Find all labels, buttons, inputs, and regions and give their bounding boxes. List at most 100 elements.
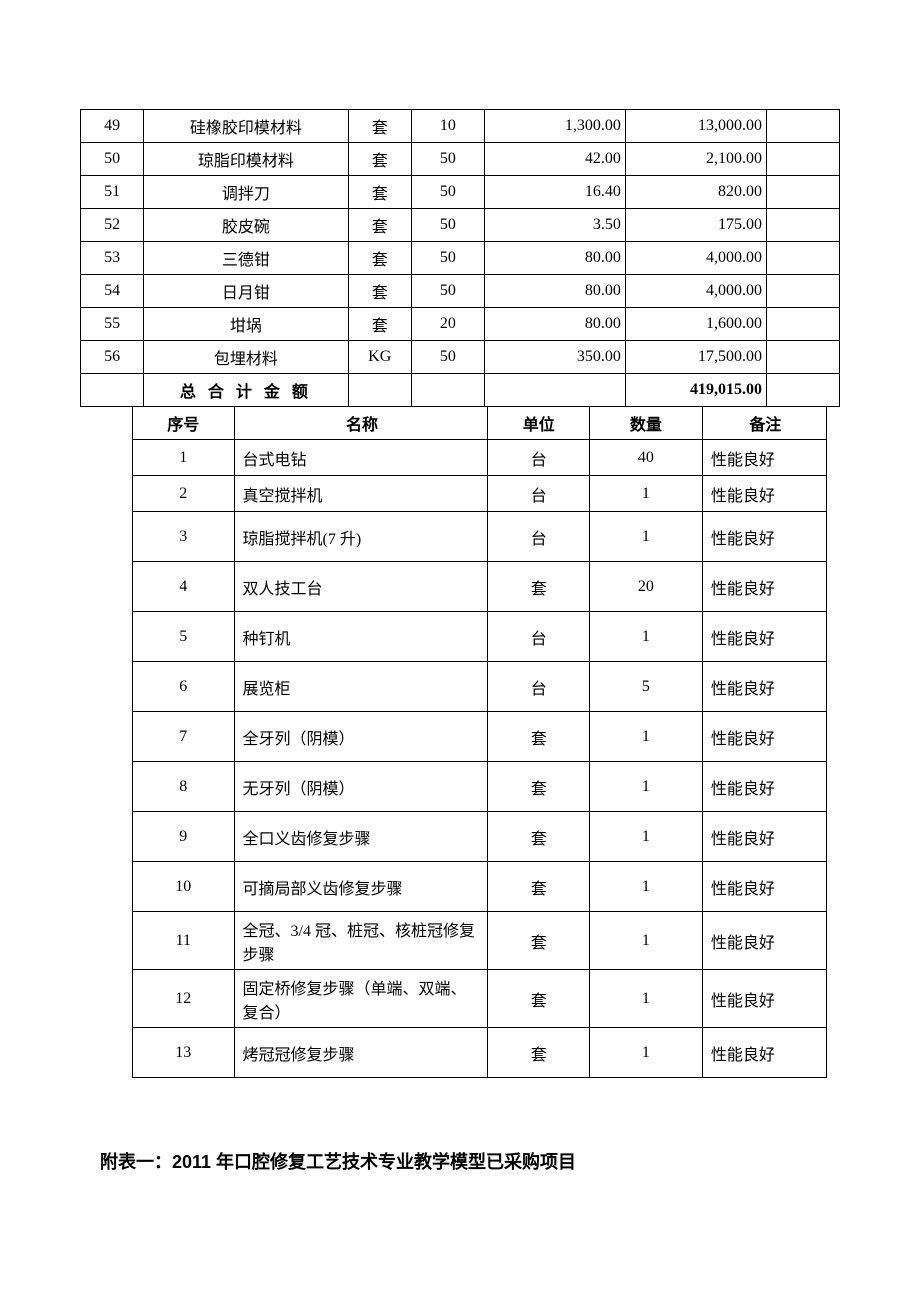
cell-qty: 1 <box>589 812 702 862</box>
cell-note <box>767 374 840 407</box>
cell-seq: 56 <box>81 341 144 374</box>
cell-qty <box>411 374 484 407</box>
cell-price: 80.00 <box>484 242 625 275</box>
cell-total: 13,000.00 <box>625 110 766 143</box>
cell-seq: 50 <box>81 143 144 176</box>
cell-price <box>484 374 625 407</box>
cell-note <box>767 341 840 374</box>
cell-seq <box>81 374 144 407</box>
cell-seq: 53 <box>81 242 144 275</box>
cell-qty: 1 <box>589 712 702 762</box>
cell-unit: 套 <box>488 912 590 970</box>
cell-seq: 7 <box>133 712 235 762</box>
cell-unit: 台 <box>488 512 590 562</box>
equipment-inventory-table: 序号 名称 单位 数量 备注 1台式电钻台40性能良好2真空搅拌机台1性能良好3… <box>132 406 827 1078</box>
table-row: 51调拌刀套5016.40820.00 <box>81 176 840 209</box>
cell-total: 4,000.00 <box>625 275 766 308</box>
cell-seq: 10 <box>133 862 235 912</box>
cell-name: 日月钳 <box>144 275 348 308</box>
total-row: 总 合 计 金 额 419,015.00 <box>81 374 840 407</box>
cell-seq: 54 <box>81 275 144 308</box>
cell-unit <box>348 374 411 407</box>
materials-cost-table: 49硅橡胶印模材料套101,300.0013,000.0050琼脂印模材料套50… <box>80 109 840 407</box>
cell-name: 三德钳 <box>144 242 348 275</box>
cell-qty: 50 <box>411 209 484 242</box>
cell-note: 性能良好 <box>702 862 826 912</box>
cell-name: 双人技工台 <box>234 562 488 612</box>
cell-seq: 5 <box>133 612 235 662</box>
table-row: 52胶皮碗套503.50175.00 <box>81 209 840 242</box>
cell-unit: 套 <box>488 762 590 812</box>
cell-unit: KG <box>348 341 411 374</box>
table-row: 3琼脂搅拌机(7 升)台1性能良好 <box>133 512 827 562</box>
cell-name: 全口义齿修复步骤 <box>234 812 488 862</box>
cell-note <box>767 275 840 308</box>
cell-qty: 1 <box>589 612 702 662</box>
cell-seq: 49 <box>81 110 144 143</box>
table-row: 8无牙列（阴模）套1性能良好 <box>133 762 827 812</box>
cell-note: 性能良好 <box>702 712 826 762</box>
table-row: 11全冠、3/4 冠、桩冠、核桩冠修复步骤套1性能良好 <box>133 912 827 970</box>
cell-note <box>767 308 840 341</box>
cell-seq: 2 <box>133 476 235 512</box>
cell-name: 真空搅拌机 <box>234 476 488 512</box>
cell-seq: 8 <box>133 762 235 812</box>
header-unit: 单位 <box>488 407 590 440</box>
cell-total: 17,500.00 <box>625 341 766 374</box>
table-row: 53三德钳套5080.004,000.00 <box>81 242 840 275</box>
total-label: 总 合 计 金 额 <box>144 374 348 407</box>
table-row: 49硅橡胶印模材料套101,300.0013,000.00 <box>81 110 840 143</box>
cell-name: 调拌刀 <box>144 176 348 209</box>
cell-note: 性能良好 <box>702 912 826 970</box>
cell-price: 80.00 <box>484 275 625 308</box>
cell-note <box>767 209 840 242</box>
header-qty: 数量 <box>589 407 702 440</box>
cell-price: 16.40 <box>484 176 625 209</box>
table-row: 6展览柜台5性能良好 <box>133 662 827 712</box>
cell-unit: 套 <box>348 242 411 275</box>
cell-seq: 51 <box>81 176 144 209</box>
cell-name: 硅橡胶印模材料 <box>144 110 348 143</box>
cell-unit: 台 <box>488 476 590 512</box>
cell-unit: 台 <box>488 612 590 662</box>
cell-total: 4,000.00 <box>625 242 766 275</box>
cell-qty: 20 <box>589 562 702 612</box>
cell-name: 琼脂印模材料 <box>144 143 348 176</box>
equipment-thead: 序号 名称 单位 数量 备注 <box>133 407 827 440</box>
equipment-tbody: 1台式电钻台40性能良好2真空搅拌机台1性能良好3琼脂搅拌机(7 升)台1性能良… <box>133 440 827 1078</box>
cell-price: 3.50 <box>484 209 625 242</box>
cell-name: 可摘局部义齿修复步骤 <box>234 862 488 912</box>
materials-tbody: 49硅橡胶印模材料套101,300.0013,000.0050琼脂印模材料套50… <box>81 110 840 407</box>
cell-unit: 套 <box>488 712 590 762</box>
cell-price: 1,300.00 <box>484 110 625 143</box>
cell-qty: 50 <box>411 275 484 308</box>
cell-name: 烤冠冠修复步骤 <box>234 1028 488 1078</box>
cell-seq: 13 <box>133 1028 235 1078</box>
cell-seq: 9 <box>133 812 235 862</box>
cell-qty: 1 <box>589 970 702 1028</box>
cell-name: 固定桥修复步骤（单端、双端、复合） <box>234 970 488 1028</box>
cell-note <box>767 110 840 143</box>
cell-unit: 套 <box>488 812 590 862</box>
grand-total: 419,015.00 <box>625 374 766 407</box>
cell-seq: 1 <box>133 440 235 476</box>
cell-qty: 1 <box>589 1028 702 1078</box>
cell-qty: 50 <box>411 341 484 374</box>
cell-unit: 套 <box>488 862 590 912</box>
cell-qty: 5 <box>589 662 702 712</box>
cell-seq: 6 <box>133 662 235 712</box>
cell-note: 性能良好 <box>702 662 826 712</box>
table-row: 13烤冠冠修复步骤套1性能良好 <box>133 1028 827 1078</box>
cell-unit: 套 <box>488 1028 590 1078</box>
cell-note <box>767 242 840 275</box>
cell-name: 无牙列（阴模） <box>234 762 488 812</box>
cell-note: 性能良好 <box>702 512 826 562</box>
cell-seq: 11 <box>133 912 235 970</box>
table-row: 4双人技工台套20性能良好 <box>133 562 827 612</box>
cell-qty: 1 <box>589 512 702 562</box>
table-row: 12固定桥修复步骤（单端、双端、复合）套1性能良好 <box>133 970 827 1028</box>
cell-name: 琼脂搅拌机(7 升) <box>234 512 488 562</box>
table-row: 10可摘局部义齿修复步骤套1性能良好 <box>133 862 827 912</box>
table-row: 55坩埚套2080.001,600.00 <box>81 308 840 341</box>
cell-total: 820.00 <box>625 176 766 209</box>
